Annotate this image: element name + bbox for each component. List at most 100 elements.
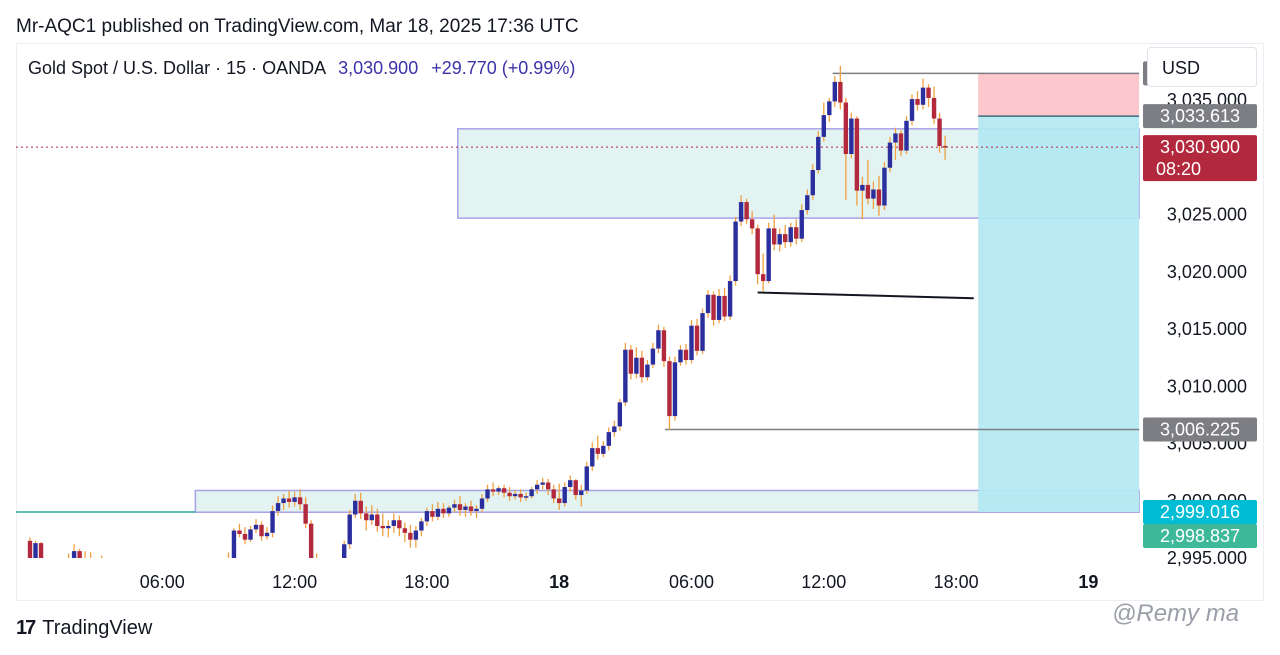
- candle: [227, 552, 230, 558]
- candle: [623, 342, 628, 406]
- candle-body-down: [667, 361, 672, 417]
- tradingview-logo[interactable]: 17 TradingView: [16, 617, 152, 640]
- trend-line[interactable]: [757, 291, 974, 300]
- candle: [485, 484, 490, 502]
- stop-loss-zone[interactable]: [978, 73, 1140, 117]
- candle: [204, 577, 208, 586]
- candle: [248, 525, 253, 542]
- price-tag: 2,998.837: [1143, 524, 1257, 549]
- currency-selector[interactable]: USD: [1147, 47, 1257, 87]
- candle-body-up: [479, 498, 485, 509]
- candle: [77, 548, 82, 558]
- candle: [711, 291, 716, 326]
- candle-body-up: [920, 87, 926, 105]
- candle: [413, 525, 419, 548]
- candle: [71, 544, 77, 558]
- candle: [557, 483, 562, 510]
- candle-body-down: [94, 566, 98, 571]
- candle: [237, 523, 242, 538]
- candle-body-up: [645, 364, 650, 378]
- candle: [545, 479, 551, 496]
- candle: [397, 515, 402, 537]
- candle-body-up: [584, 466, 589, 491]
- candle-body-up: [221, 572, 225, 580]
- x-tick-label: 18: [549, 572, 569, 592]
- candle: [358, 492, 363, 520]
- candle: [639, 350, 645, 383]
- candle-body-down: [843, 102, 849, 155]
- candle-body-up: [650, 348, 656, 365]
- candle: [705, 290, 711, 318]
- candle: [909, 94, 915, 126]
- candle-body-down: [794, 227, 799, 239]
- candle: [342, 540, 347, 558]
- candle-body-down: [308, 523, 314, 558]
- candle-body-up: [529, 489, 534, 497]
- candle: [369, 505, 374, 525]
- candle: [435, 501, 441, 521]
- candle-body-down: [854, 118, 860, 191]
- price-change: +29.770 (+0.99%): [431, 58, 576, 78]
- candle-body-down: [722, 295, 727, 317]
- candle: [645, 360, 650, 381]
- candle: [424, 507, 430, 526]
- candle-body-up: [705, 294, 711, 314]
- candle: [915, 91, 920, 111]
- candle: [67, 553, 70, 558]
- candle-body-up: [435, 508, 441, 517]
- candle-body-up: [617, 402, 623, 427]
- candle-body-down: [595, 448, 600, 454]
- candle: [722, 287, 727, 322]
- price-tag-label: 3,006.225: [1160, 420, 1240, 440]
- candle: [551, 484, 556, 504]
- candle-body-down: [865, 184, 871, 199]
- candle-body-up: [606, 432, 612, 446]
- candle: [584, 461, 589, 494]
- candle: [303, 497, 308, 529]
- price-tag-label: 2,998.837: [1160, 526, 1240, 546]
- candle: [27, 537, 33, 558]
- price-tag-bg: [1143, 417, 1257, 442]
- candle-body-up: [871, 189, 876, 199]
- candle: [325, 564, 329, 573]
- candle-body-up: [369, 514, 374, 521]
- candle: [468, 500, 474, 516]
- candle: [573, 479, 578, 500]
- candle: [463, 503, 468, 517]
- candle-body-up: [71, 551, 77, 558]
- candle-body-down: [942, 146, 948, 148]
- candle: [827, 97, 832, 122]
- candle-body-down: [408, 532, 413, 540]
- candle-body-up: [33, 543, 38, 558]
- candle: [490, 482, 496, 497]
- candle: [672, 356, 678, 421]
- take-profit-zone[interactable]: [978, 116, 1140, 513]
- candle: [353, 493, 358, 518]
- candle: [84, 551, 86, 558]
- candle: [788, 222, 793, 247]
- candle: [518, 489, 523, 502]
- candle: [275, 496, 281, 516]
- candle: [744, 198, 749, 224]
- candle-body-down: [116, 572, 120, 574]
- candle-body-down: [38, 543, 44, 558]
- candle-body-up: [275, 503, 281, 512]
- candle: [799, 204, 804, 243]
- candle-body-up: [562, 487, 567, 504]
- candle: [337, 559, 341, 576]
- y-tick-label: 3,010.000: [1167, 376, 1247, 396]
- candle: [364, 506, 369, 531]
- candle: [777, 228, 782, 252]
- candle: [94, 563, 98, 573]
- candle-body-up: [523, 496, 529, 498]
- candle-body-up: [904, 120, 909, 151]
- candle: [375, 508, 380, 532]
- candle: [457, 496, 463, 516]
- candle-body-down: [628, 349, 634, 374]
- candle-body-down: [507, 492, 512, 497]
- y-tick-label: 2,995.000: [1167, 548, 1247, 568]
- candle-body-down: [545, 482, 551, 490]
- candle: [386, 520, 391, 538]
- candle-body-up: [248, 529, 253, 540]
